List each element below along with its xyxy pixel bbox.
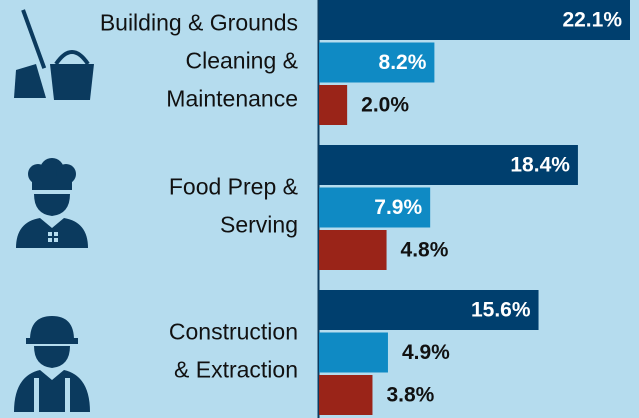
value-label: 4.9%: [402, 341, 450, 364]
value-label: 2.0%: [361, 94, 409, 117]
category-label: Building & Grounds: [100, 10, 298, 36]
category-label: & Extraction: [174, 357, 298, 383]
bar: [319, 290, 539, 330]
bar: [319, 85, 348, 125]
value-label: 18.4%: [510, 154, 570, 177]
value-label: 22.1%: [562, 9, 622, 32]
icon-chef: [16, 158, 88, 248]
value-label: 15.6%: [471, 299, 531, 322]
value-label: 7.9%: [374, 196, 422, 219]
bar: [319, 42, 435, 83]
category-label: Serving: [220, 212, 298, 238]
bar: [319, 145, 578, 185]
bar: [319, 0, 630, 40]
category-label: Construction: [169, 319, 298, 345]
value-label: 8.2%: [379, 51, 427, 74]
value-label: 4.8%: [401, 239, 449, 262]
bar: [319, 375, 373, 415]
value-label: 3.8%: [386, 384, 434, 407]
icon-janitor: [14, 9, 94, 100]
bar: [319, 332, 388, 373]
category-label: Cleaning &: [185, 48, 298, 74]
category-label: Food Prep &: [169, 174, 298, 200]
bar: [319, 187, 431, 228]
icon-worker: [14, 316, 90, 412]
category-label: Maintenance: [166, 86, 298, 112]
bar: [319, 230, 387, 270]
